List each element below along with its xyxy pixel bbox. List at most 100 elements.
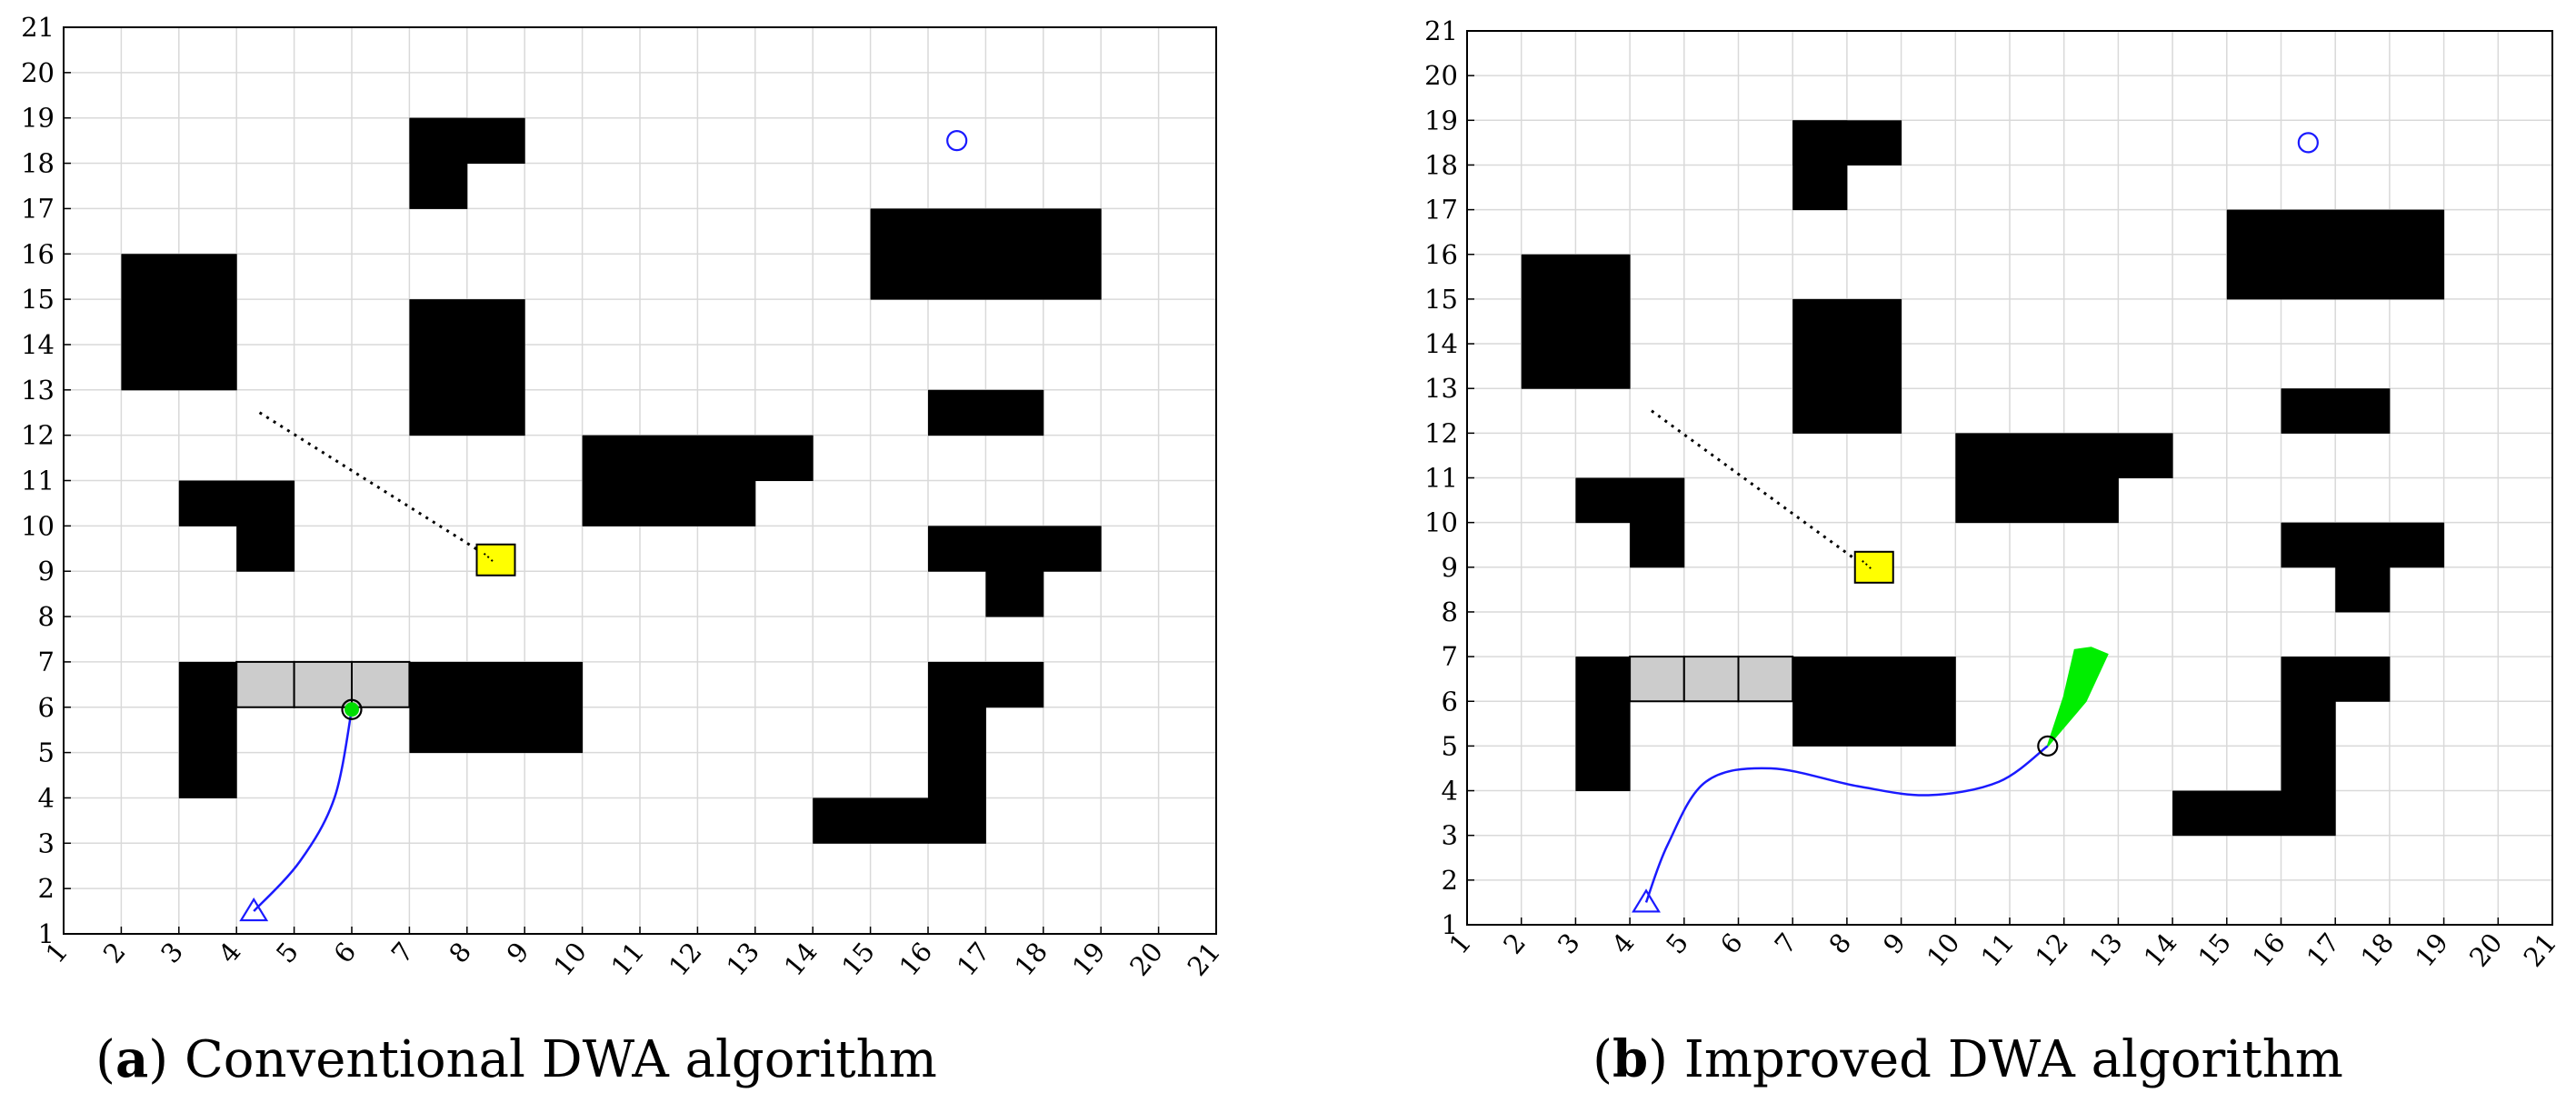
obstacle-block [1792,657,1956,747]
y-tick-label: 21 [21,12,55,43]
obstacle-block [2172,790,2281,837]
gray-cell [293,660,354,708]
y-tick-label: 19 [1424,105,1458,135]
x-tick-label: 12 [663,937,708,982]
x-tick-label: 16 [2246,928,2291,973]
obstacle-block [1955,477,2119,524]
obstacle-block [582,480,756,526]
y-tick-label: 16 [21,238,55,269]
obstacle-block [2226,209,2445,300]
x-tick-label: 6 [327,937,362,969]
y-tick-label: 5 [1442,730,1458,761]
x-tick-label: 14 [778,937,824,982]
caption-a-text: Conventional DWA algorithm [185,1030,937,1089]
y-tick-label: 2 [38,873,55,904]
x-tick-label: 20 [2463,928,2509,973]
y-tick-label: 11 [1424,463,1458,494]
x-tick-label: 18 [1008,937,1053,982]
x-tick-label: 4 [1606,928,1641,960]
start-marker [239,897,269,922]
y-tick-label: 19 [21,103,55,134]
y-tick-label: 4 [38,782,55,813]
gray-cell [351,660,411,708]
robot-heading-dot [344,702,359,717]
y-tick-label: 7 [1442,641,1458,672]
x-tick-label: 7 [1769,928,1803,960]
obstacle-block [928,707,986,844]
y-tick-label: 10 [21,510,55,541]
y-tick-label: 12 [21,420,55,451]
x-tick-label: 17 [951,937,996,982]
obstacle-block [1792,120,1902,165]
yellow-box-dots [1862,560,1872,570]
caption-a: (a) Conventional DWA algorithm [95,1029,937,1089]
y-tick-label: 13 [1424,373,1458,404]
gray-cell [1629,656,1685,703]
y-tick-label: 13 [21,375,55,406]
y-tick-label: 14 [1424,328,1458,359]
y-tick-label: 7 [38,647,55,677]
obstacle-block [1630,522,1685,568]
obstacle-block [2335,567,2391,613]
y-tick-label: 18 [1424,149,1458,180]
obstacle-block [985,571,1044,617]
obstacle-block [813,797,929,844]
y-tick-label: 6 [1442,686,1458,717]
caption-b: (b) Improved DWA algorithm [1593,1029,2343,1089]
y-tick-label: 4 [1442,776,1458,807]
predicted-trajectory-fan [2046,647,2109,747]
x-tick-label: 18 [2354,928,2400,973]
x-tick-label: 5 [270,937,305,969]
obstacle-block [582,435,814,481]
obstacle-block [928,526,1102,572]
x-tick-label: 15 [835,937,881,982]
obstacle-block [1792,298,1902,434]
obstacle-block [1575,657,1631,792]
caption-b-letter: b [1612,1029,1648,1089]
x-tick-label: 12 [2029,928,2074,973]
x-tick-label: 5 [1660,928,1694,960]
x-tick-label: 7 [385,937,420,969]
x-tick-label: 14 [2138,928,2183,973]
y-tick-label: 8 [38,601,55,632]
dotted-line [1651,409,1864,567]
goal-marker [2297,132,2319,154]
obstacle-block [870,208,1102,300]
x-tick-label: 8 [1822,928,1857,960]
x-tick-label: 13 [2083,928,2129,973]
obstacle-block [2281,701,2336,837]
y-tick-label: 18 [21,148,55,179]
y-tick-label: 9 [38,556,55,587]
y-tick-label: 15 [21,284,55,315]
obstacle-block [1521,254,1631,389]
y-tick-label: 21 [1424,15,1458,46]
x-tick-label: 10 [1921,928,1966,973]
y-tick-label: 10 [1424,507,1458,538]
robot-marker [341,698,363,720]
obstacle-block [1955,433,2173,478]
x-tick-label: 2 [97,937,132,969]
robot-marker [2037,735,2059,757]
x-tick-label: 21 [1182,937,1227,982]
y-tick-label: 5 [38,737,55,768]
x-tick-label: 13 [720,937,765,982]
obstacle-block [2281,657,2391,702]
obstacle-block [409,299,525,436]
yellow-box-dots [483,552,494,563]
gray-cell [1682,656,1740,703]
obstacle-block [2281,388,2391,434]
obstacle-block [1575,477,1685,524]
obstacle-block [928,389,1044,436]
y-tick-label: 12 [1424,417,1458,448]
x-tick-label: 8 [443,937,477,969]
x-tick-label: 6 [1714,928,1749,960]
start-marker [1632,888,1661,913]
x-tick-label: 2 [1497,928,1532,960]
obstacle-block [236,526,295,572]
y-tick-label: 17 [21,193,55,224]
x-tick-label: 17 [2301,928,2346,973]
y-tick-label: 3 [1442,820,1458,851]
